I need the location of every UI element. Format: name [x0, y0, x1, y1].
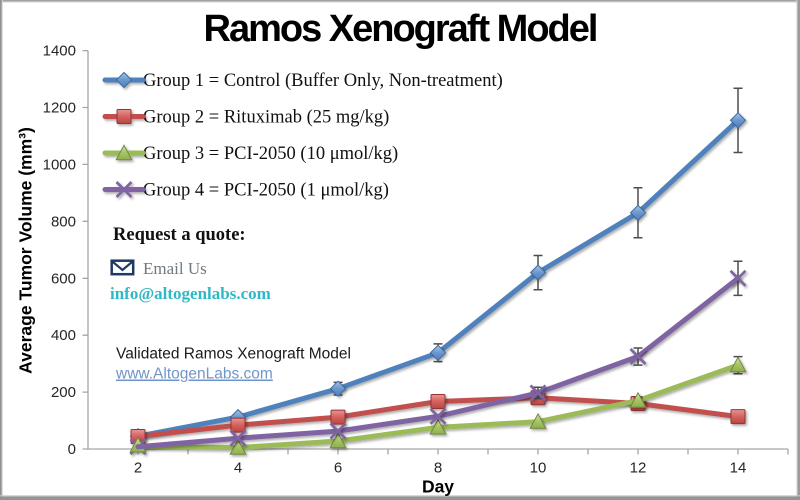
svg-text:12: 12 — [630, 460, 647, 477]
svg-text:1000: 1000 — [43, 156, 76, 173]
svg-text:600: 600 — [51, 270, 76, 287]
svg-text:Average Tumor Volume (mm³): Average Tumor Volume (mm³) — [16, 127, 36, 374]
svg-text:Group 3 = PCI-2050 (10 μmol/kg: Group 3 = PCI-2050 (10 μmol/kg) — [143, 144, 398, 164]
svg-text:Group 4 = PCI-2050 (1 μmol/kg): Group 4 = PCI-2050 (1 μmol/kg) — [143, 181, 389, 201]
svg-text:400: 400 — [51, 327, 76, 344]
svg-text:Request a quote:: Request a quote: — [113, 225, 246, 245]
svg-text:10: 10 — [530, 460, 547, 477]
svg-text:4: 4 — [234, 460, 242, 477]
svg-text:1200: 1200 — [43, 100, 76, 117]
svg-text:1400: 1400 — [43, 43, 76, 60]
svg-text:Ramos Xenograft Model: Ramos Xenograft Model — [204, 8, 597, 50]
svg-text:Day: Day — [422, 477, 454, 497]
svg-text:0: 0 — [68, 441, 76, 458]
svg-text:www.AltogenLabs.com: www.AltogenLabs.com — [115, 366, 273, 383]
svg-text:800: 800 — [51, 213, 76, 230]
svg-text:8: 8 — [434, 460, 442, 477]
svg-text:info@altogenlabs.com: info@altogenlabs.com — [110, 284, 271, 303]
svg-text:Email Us: Email Us — [143, 259, 207, 278]
svg-text:Group 1 = Control (Buffer Only: Group 1 = Control (Buffer Only, Non-trea… — [143, 71, 503, 91]
svg-text:Validated Ramos Xenograft Mode: Validated Ramos Xenograft Model — [116, 346, 351, 363]
svg-text:200: 200 — [51, 384, 76, 401]
svg-text:Group 2 = Rituximab (25 mg/kg): Group 2 = Rituximab (25 mg/kg) — [143, 108, 389, 128]
svg-text:2: 2 — [134, 460, 142, 477]
svg-text:6: 6 — [334, 460, 342, 477]
svg-text:14: 14 — [730, 460, 747, 477]
